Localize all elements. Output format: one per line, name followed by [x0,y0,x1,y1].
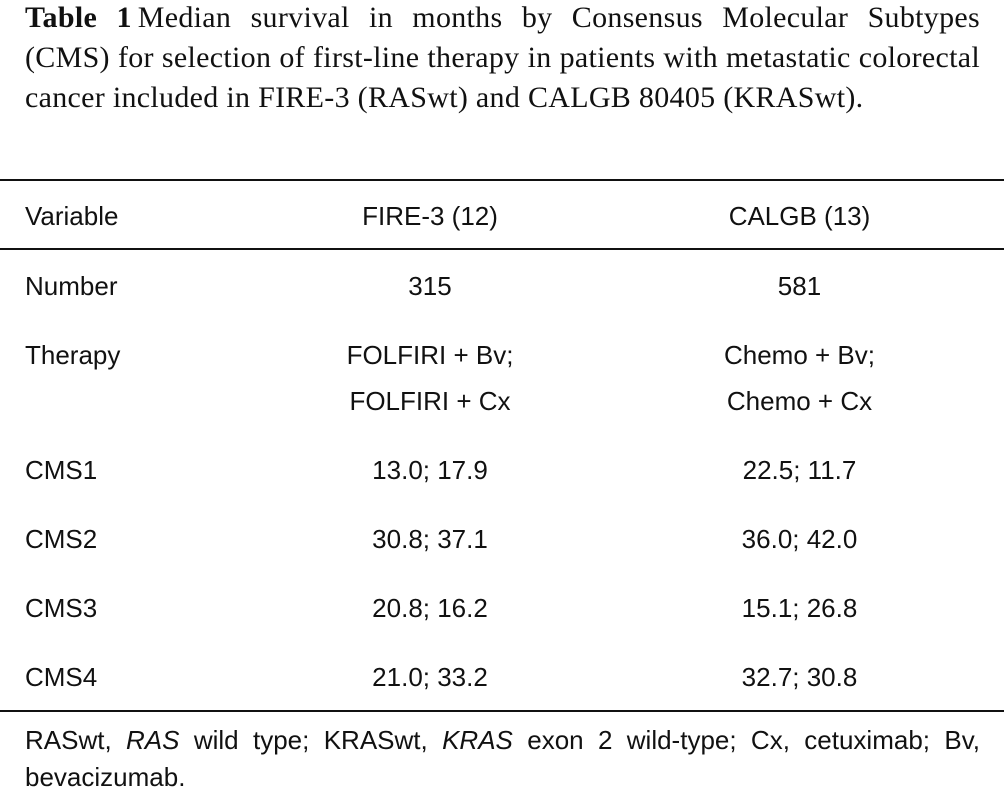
header-cell: FIRE-3 (12) [362,201,498,231]
cell-line: FOLFIRI + Cx [349,386,511,416]
cell-line: Chemo + Cx [726,386,873,416]
table-cell: 32.7; 30.8 [741,662,858,692]
table-cell: Number [25,271,118,301]
table-row: Number 315 581 [0,249,1004,319]
table-cell: CMS3 [25,593,98,623]
table-caption: Table 1 Median survival in months by Cons… [25,0,980,118]
table-body: Number 315 581 Therapy FOLFIRI + Bv; FOLFIRI … [0,249,1004,711]
header-row: Variable FIRE-3 (12) CALGB (13) [0,180,1004,249]
table-row: CMS3 20.8; 16.2 15.1; 26.8 [0,572,1004,641]
table-header: Variable FIRE-3 (12) CALGB (13) [0,180,1004,249]
table-cell: 315 [408,271,452,301]
table-row: Therapy FOLFIRI + Bv; FOLFIRI + Cx Chemo + … [0,319,1004,434]
cell-line: Chemo + Bv; [723,340,875,370]
table: Variable FIRE-3 (12) CALGB (13) Number 315 58… [0,179,1004,712]
footnote-text: exon 2 wild-type; Cx, cetuximab; Bv, bev… [25,725,980,792]
table-cell: 36.0; 42.0 [741,524,858,554]
table-row: CMS4 21.0; 33.2 32.7; 30.8 [0,641,1004,711]
table-row: CMS1 13.0; 17.9 22.5; 11.7 [0,434,1004,503]
table-cell: 22.5; 11.7 [742,455,857,485]
header-cell: Variable [25,201,119,231]
header-cell: CALGB (13) [728,201,871,231]
footnote: RASwt, RAS wild type; KRASwt, KRAS exon … [25,722,980,796]
table-cell: CMS4 [25,662,98,692]
caption-label: Table 1 [25,1,132,34]
table-cell: 30.8; 37.1 [372,524,488,554]
table-cell: 581 [777,271,822,301]
caption-text: Median survival in months by Consensus M… [25,1,980,114]
table-row: CMS2 30.8; 37.1 36.0; 42.0 [0,503,1004,572]
footnote-text: wild type; KRASwt, [179,725,443,755]
cell-line: FOLFIRI + Bv; [346,340,514,370]
table-cell: Chemo + Bv; Chemo + Cx [615,319,1004,434]
table-cell: CMS2 [25,524,98,554]
table-cell: FOLFIRI + Bv; FOLFIRI + Cx [245,319,615,434]
footnote-text: KRAS [442,725,513,755]
footnote-text: RAS [126,725,180,755]
table-cell: 15.1; 26.8 [741,593,858,623]
table-cell: 21.0; 33.2 [372,662,488,692]
table-cell: 20.8; 16.2 [372,593,488,623]
table-cell: CMS1 [25,455,98,485]
table-cell: 13.0; 17.9 [372,455,488,485]
table-cell: Therapy [25,340,121,370]
footnote-text: RASwt, [25,725,127,755]
